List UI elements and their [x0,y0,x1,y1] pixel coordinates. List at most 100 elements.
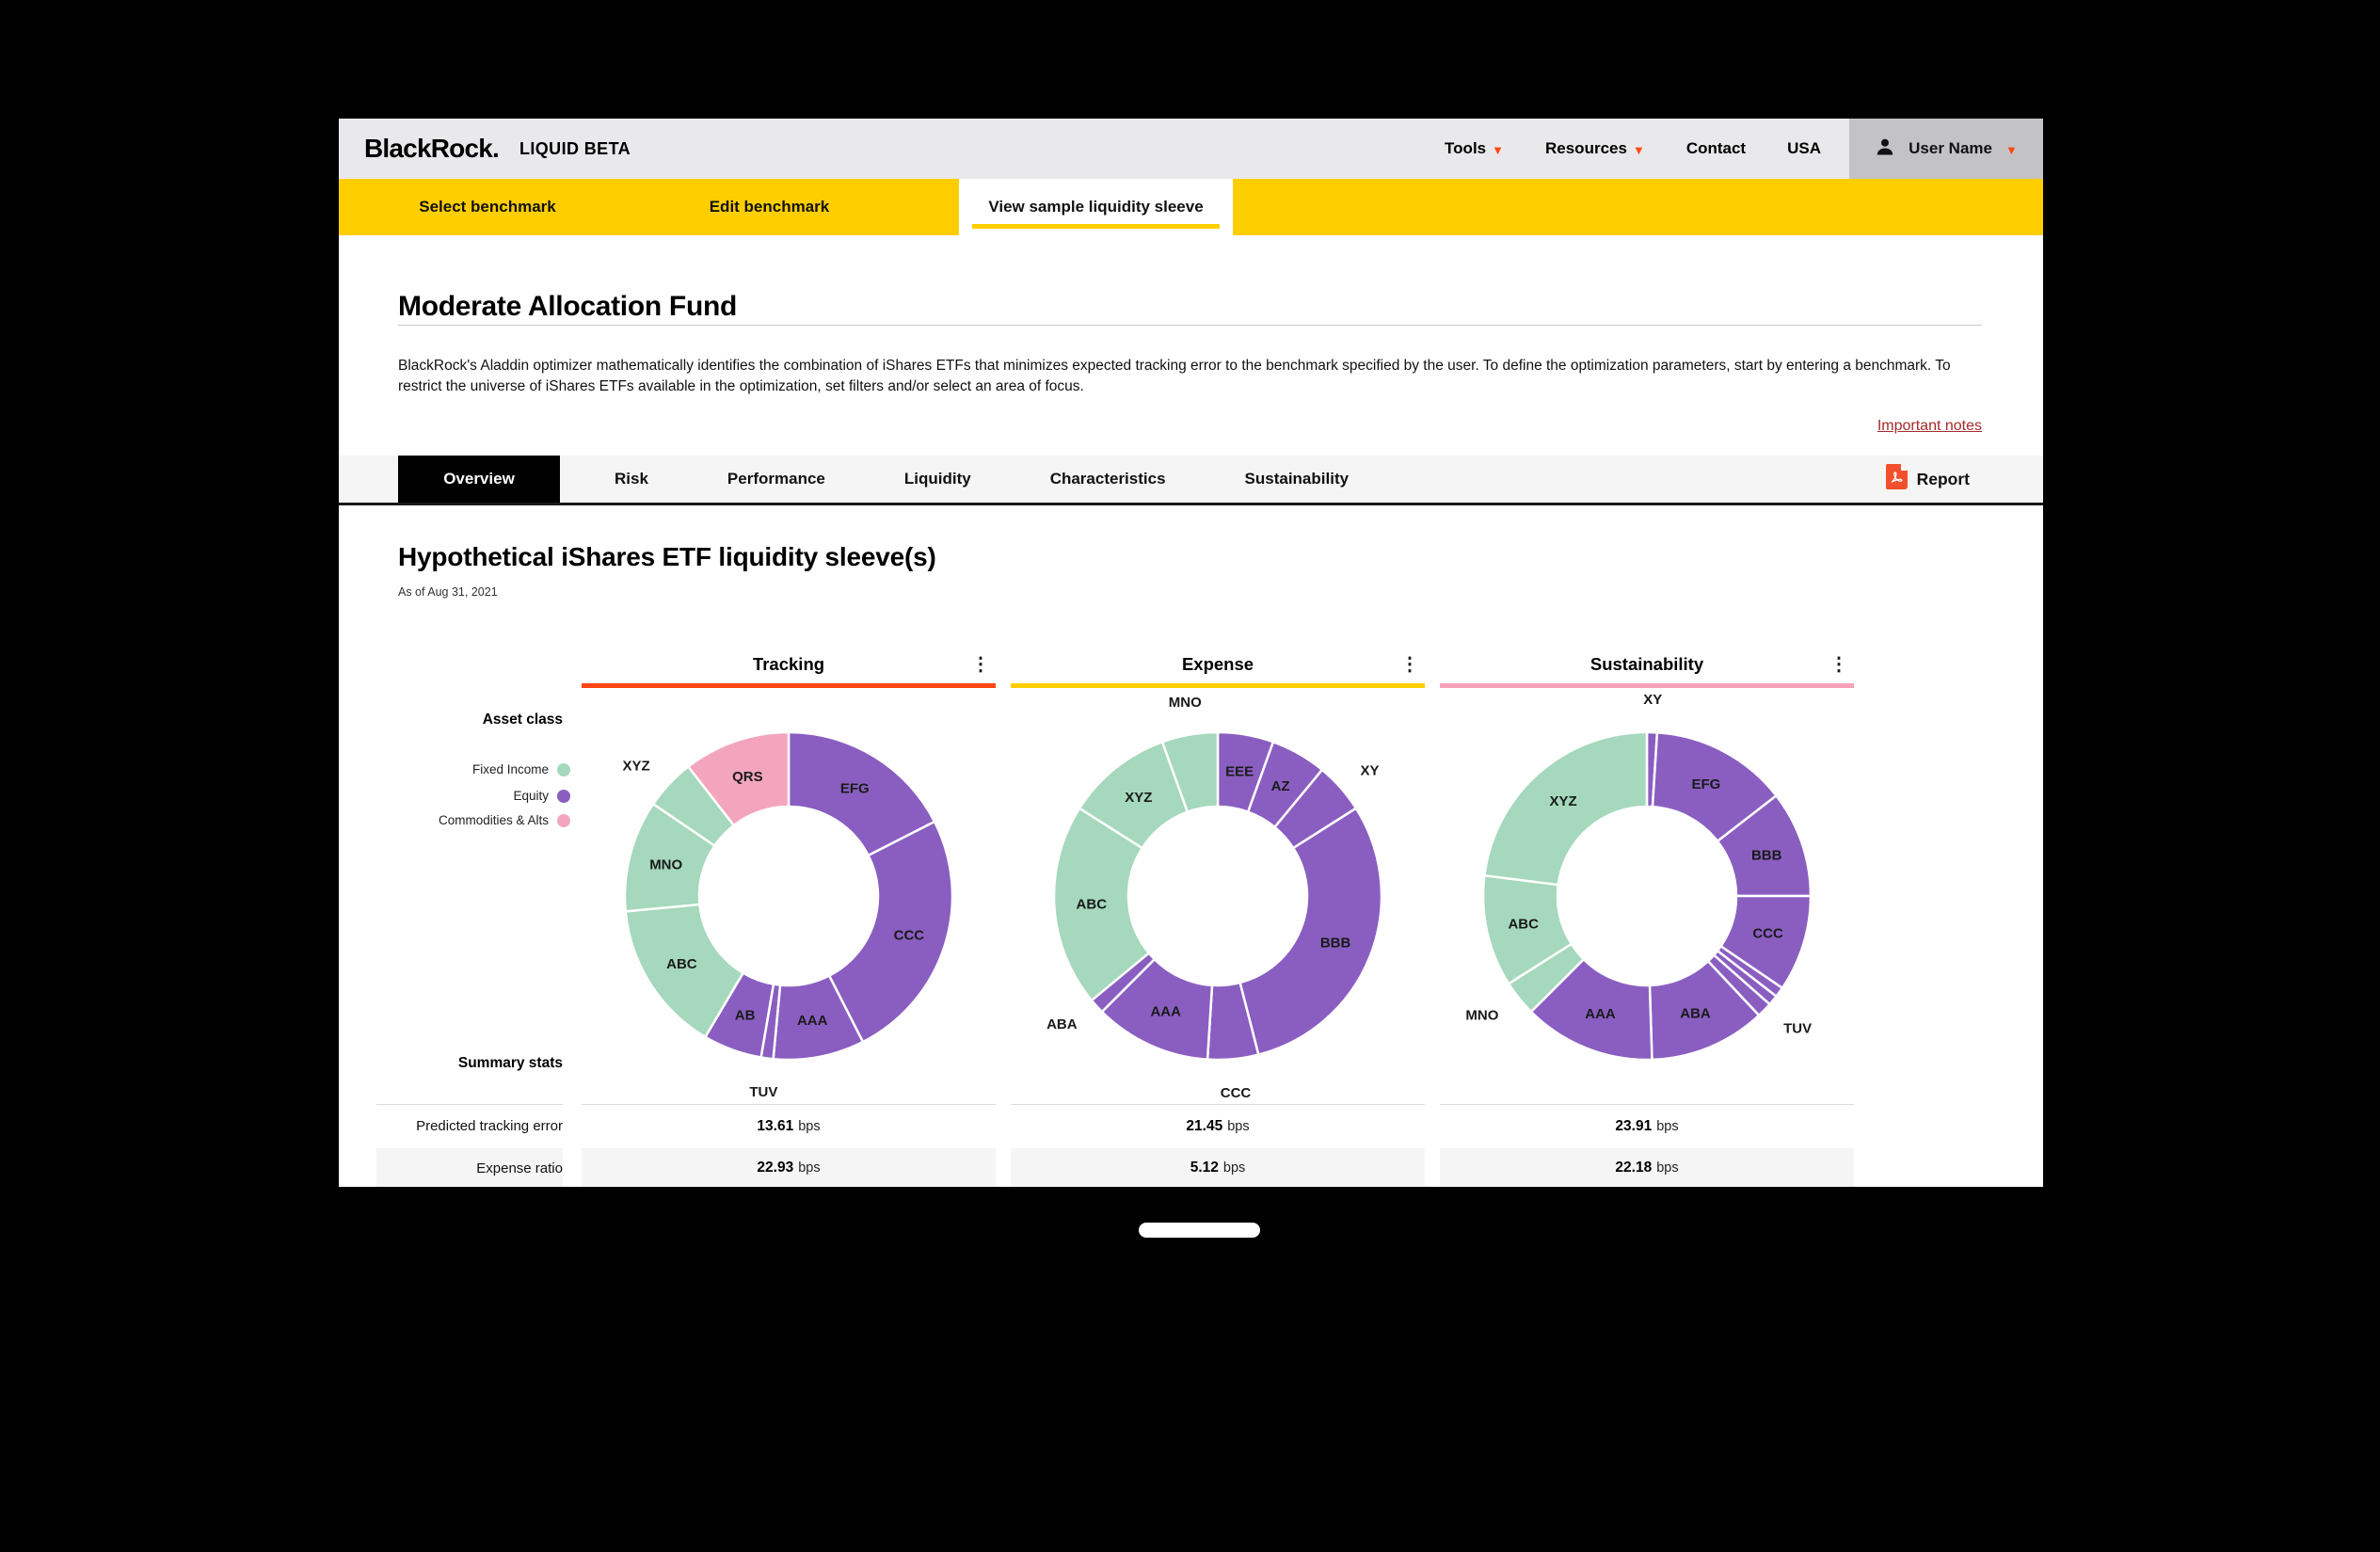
donut-slice-MNO[interactable] [1160,730,1220,814]
stat-unit: bps [1656,1160,1679,1176]
slice-label-XYZ: XYZ [1550,793,1577,809]
page-title: Moderate Allocation Fund [398,291,738,322]
chevron-down-icon: ▼ [2005,142,2018,157]
app-window: BlackRock. LIQUID BETA Tools ▼ Resources… [339,119,2043,1187]
product-name: LIQUID BETA [519,138,631,158]
user-menu[interactable]: User Name ▼ [1849,119,2043,179]
equity-color-dot [557,789,570,803]
legend-item-label: Commodities & Alts [438,813,549,827]
donut-slice-CCC[interactable] [827,820,954,1044]
slice-label-ABC: ABC [666,956,697,972]
chart-column-sustainability: Sustainability ⋮ XY EFG BBB CCC TUV ABA AAA MNO… [1440,650,1854,1062]
nav-item-contact[interactable]: Contact [1686,139,1746,158]
slice-label-BBB: BBB [1320,936,1351,952]
sustainability-donut-chart: XY EFG BBB CCC TUV ABA AAA MNO ABC XYZ [1465,692,1813,1062]
nav-item-resources[interactable]: Resources ▼ [1545,139,1645,158]
stat-cell: 22.18 bps [1440,1148,1854,1187]
benchmark-nav-bar: Select benchmark Edit benchmark View sam… [339,179,2043,235]
chart-title: Sustainability [1589,654,1704,674]
slice-label-QRS: QRS [732,769,763,785]
chart-title: Tracking [752,654,825,674]
stat-unit: bps [1227,1118,1250,1134]
slice-label-ABA: ABA [1046,1016,1078,1032]
chart-header: Tracking ⋮ [582,650,996,680]
slice-label-XYZ: XYZ [1125,790,1152,806]
slice-label-AB: AB [735,1007,756,1023]
commodities-alts-color-dot [557,813,570,827]
slice-label-ABA: ABA [1680,1005,1711,1021]
tab-performance[interactable]: Performance [727,470,825,488]
tab-sustainability[interactable]: Sustainability [1244,470,1350,488]
chevron-down-icon: ▼ [1632,142,1645,157]
donut-slice-BBB[interactable] [1238,807,1383,1057]
summary-stats-title: Summary stats [457,1055,563,1071]
kebab-menu-icon[interactable]: ⋮ [1829,654,1848,675]
important-notes-link[interactable]: Important notes [1877,418,1982,434]
section-title: Hypothetical iShares ETF liquidity sleev… [398,542,936,571]
slice-label-CCC: CCC [894,928,925,944]
tab-overview[interactable]: Overview [398,456,560,503]
slice-label-AZ: AZ [1271,778,1290,794]
tab-risk[interactable]: Risk [615,470,648,488]
tab-spacer [1388,456,1886,503]
home-indicator-pill[interactable] [1139,1223,1260,1238]
legend-item-equity: Equity [376,789,570,803]
pdf-icon [1885,464,1908,494]
slice-label-TUV: TUV [1783,1021,1812,1037]
legend-item-fixed-income: Fixed Income [376,762,570,776]
nav-item-usa[interactable]: USA [1787,139,1821,158]
fund-description: BlackRock's Aladdin optimizer mathematic… [398,358,1951,394]
nav-item-tools-label: Tools [1445,139,1487,157]
stat-unit: bps [798,1118,821,1134]
slice-label-CCC: CCC [1221,1085,1252,1101]
nav-item-usa-label: USA [1787,139,1821,157]
slice-label-ABC: ABC [1077,896,1108,912]
donut-slice-QRS[interactable] [686,730,791,827]
chart-column-expense: Expense ⋮ EEE AZ XY BBB CCC AAA ABA ABC XYZ MNO [1011,650,1425,1101]
chart-accent-underline [582,683,996,688]
tab-view-sample-liquidity-sleeve[interactable]: View sample liquidity sleeve [959,179,1233,235]
slice-label-EEE: EEE [1225,764,1254,780]
stat-row-label-tracking-error: Predicted tracking error [376,1104,563,1147]
stat-value: 13.61 [757,1117,794,1134]
fixed-income-color-dot [557,762,570,776]
chevron-down-icon: ▼ [1492,142,1504,157]
legend-item-label: Equity [513,789,549,803]
slice-label-EFG: EFG [1691,776,1720,792]
tab-select-benchmark[interactable]: Select benchmark [419,198,556,216]
nav-item-resources-label: Resources [1545,139,1627,157]
slice-label-AAA: AAA [797,1013,828,1029]
stat-cell: 21.45 bps [1011,1104,1425,1147]
donut-slice-XYZ[interactable] [1482,730,1649,887]
donut-slice-ABC[interactable] [1052,807,1151,1002]
stat-cell: 5.12 bps [1011,1148,1425,1187]
important-notes-row: Important notes [398,418,1982,435]
slice-label-MNO: MNO [1169,695,1202,711]
legend-item-commodities-alts: Commodities & Alts [376,813,570,827]
tab-edit-benchmark[interactable]: Edit benchmark [709,198,830,216]
legend-item-label: Fixed Income [471,762,549,776]
tab-characteristics[interactable]: Characteristics [1049,470,1166,488]
stat-row-label-expense-ratio: Expense ratio [376,1148,563,1187]
chart-title: Expense [1181,654,1254,674]
donut-slice-EFG[interactable] [787,730,936,857]
as-of-date: As of Aug 31, 2021 [398,585,498,599]
nav-item-contact-label: Contact [1685,139,1747,157]
active-tab-underline [972,224,1220,229]
kebab-menu-icon[interactable]: ⋮ [971,654,990,675]
report-button[interactable]: Report [1885,456,1970,503]
slice-label-MNO: MNO [649,857,682,873]
tab-view-sample-label: View sample liquidity sleeve [988,198,1204,216]
slice-label-ABC: ABC [1508,916,1539,932]
nav-item-tools[interactable]: Tools ▼ [1445,139,1504,158]
blackrock-logo: BlackRock. [364,134,500,163]
stat-value: 5.12 [1190,1160,1219,1176]
tab-liquidity[interactable]: Liquidity [903,470,971,488]
chart-header: Sustainability ⋮ [1440,650,1854,680]
slice-label-CCC: CCC [1752,926,1783,942]
slice-label-EFG: EFG [840,780,870,796]
stat-cell: 23.91 bps [1440,1104,1854,1147]
expense-donut-chart: EEE AZ XY BBB CCC AAA ABA ABC XYZ MNO [1046,695,1383,1101]
slice-label-XYZ: XYZ [623,759,650,775]
kebab-menu-icon[interactable]: ⋮ [1400,654,1419,675]
